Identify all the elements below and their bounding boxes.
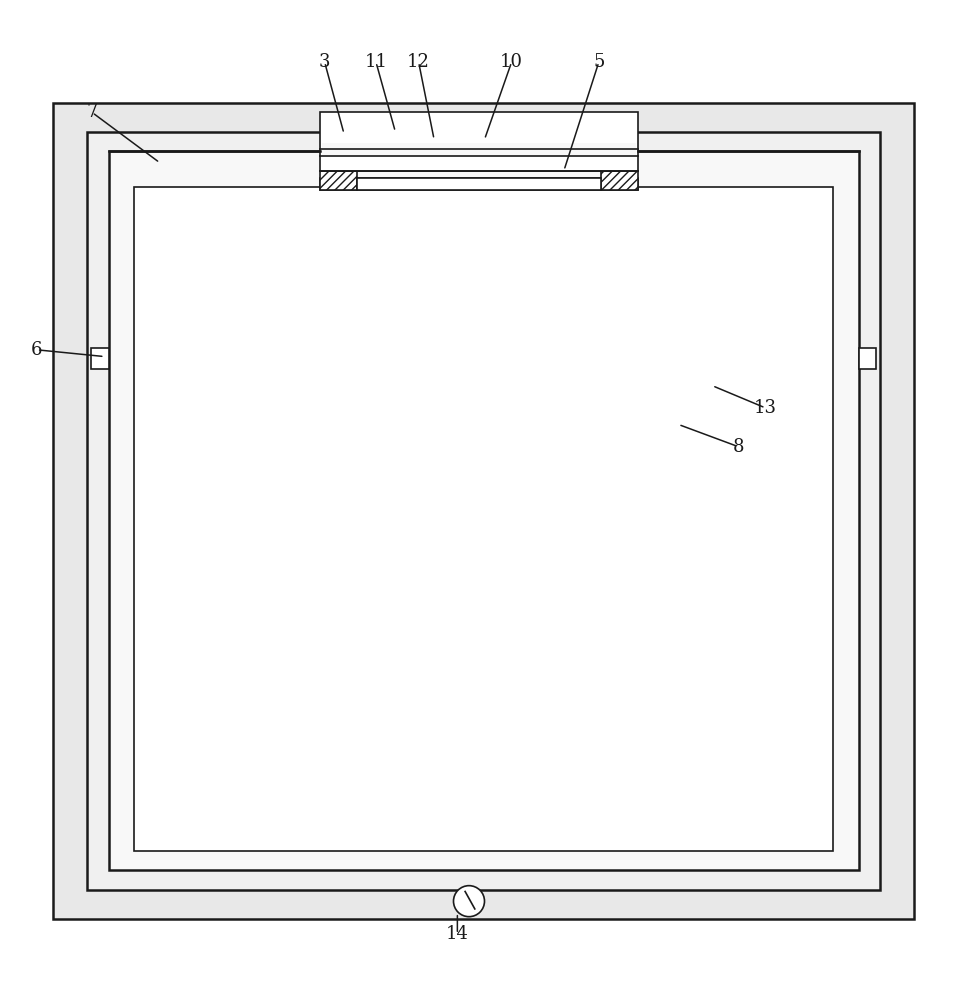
Bar (87, 132, 880, 890)
Bar (859, 348, 876, 369)
Bar (320, 112, 638, 171)
Bar (601, 171, 638, 190)
Text: 12: 12 (407, 53, 430, 71)
Text: 8: 8 (733, 438, 744, 456)
Text: 14: 14 (446, 925, 469, 943)
Bar (320, 171, 357, 190)
Bar (91, 348, 109, 369)
Text: 13: 13 (754, 399, 777, 417)
Bar (134, 187, 833, 851)
Text: 3: 3 (319, 53, 330, 71)
Bar (109, 151, 859, 870)
Circle shape (453, 886, 484, 917)
Text: 5: 5 (593, 53, 605, 71)
Text: 11: 11 (364, 53, 388, 71)
Bar (357, 178, 601, 190)
Bar (53, 103, 914, 919)
Text: 10: 10 (500, 53, 523, 71)
Text: 7: 7 (86, 103, 98, 121)
Text: 6: 6 (31, 341, 43, 359)
Bar (320, 178, 638, 190)
Bar (339, 146, 618, 171)
Bar (322, 143, 636, 157)
